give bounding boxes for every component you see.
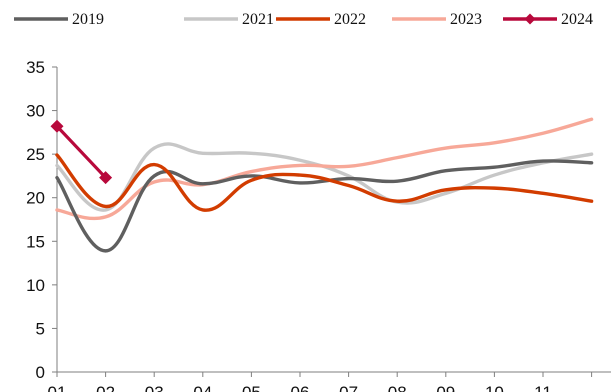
legend-item-2021: 2021 bbox=[184, 11, 274, 28]
legend-item-2023: 2023 bbox=[392, 11, 482, 28]
x-tick-label: 05 bbox=[242, 383, 261, 392]
x-tick-label: 08 bbox=[388, 383, 407, 392]
x-tick-label: 09 bbox=[436, 383, 455, 392]
series-line-2019 bbox=[55, 159, 594, 253]
legend: 2019 2021 2022 2023 2024 bbox=[14, 11, 593, 28]
legend-label: 2023 bbox=[450, 11, 482, 28]
y-tick-label: 20 bbox=[26, 189, 45, 208]
y-tick-label: 15 bbox=[26, 232, 45, 251]
x-tick-label: 04 bbox=[193, 383, 212, 392]
legend-item-2024: 2024 bbox=[503, 11, 593, 28]
legend-marker bbox=[524, 13, 536, 25]
axes: 051015202530350102030405060708091011 bbox=[26, 58, 611, 392]
plot-area bbox=[50, 117, 594, 253]
series-line-2024 bbox=[55, 124, 108, 180]
series-2022 bbox=[55, 153, 594, 212]
legend-label: 2019 bbox=[72, 11, 104, 28]
y-tick-label: 0 bbox=[36, 363, 45, 382]
y-tick-label: 35 bbox=[26, 58, 45, 77]
x-tick-label: 02 bbox=[96, 383, 115, 392]
x-tick-label: 06 bbox=[291, 383, 310, 392]
x-tick-label: 03 bbox=[145, 383, 164, 392]
legend-label: 2021 bbox=[242, 11, 274, 28]
legend-item-2019: 2019 bbox=[14, 11, 104, 28]
x-tick-label: 07 bbox=[339, 383, 358, 392]
series-2019 bbox=[55, 159, 594, 253]
series-line-2022 bbox=[55, 153, 594, 212]
legend-item-2022: 2022 bbox=[276, 11, 366, 28]
legend-label: 2024 bbox=[561, 11, 593, 28]
legend-label: 2022 bbox=[334, 11, 366, 28]
x-tick-label: 11 bbox=[534, 383, 552, 392]
x-tick-label: 01 bbox=[48, 383, 67, 392]
y-tick-label: 30 bbox=[26, 102, 45, 121]
data-point-2024 bbox=[99, 171, 113, 185]
y-tick-label: 25 bbox=[26, 145, 45, 164]
series-2024 bbox=[50, 119, 113, 185]
y-tick-label: 10 bbox=[26, 276, 45, 295]
x-tick-label: 10 bbox=[485, 383, 504, 392]
data-point-2024 bbox=[50, 119, 64, 133]
y-tick-label: 5 bbox=[36, 319, 45, 338]
